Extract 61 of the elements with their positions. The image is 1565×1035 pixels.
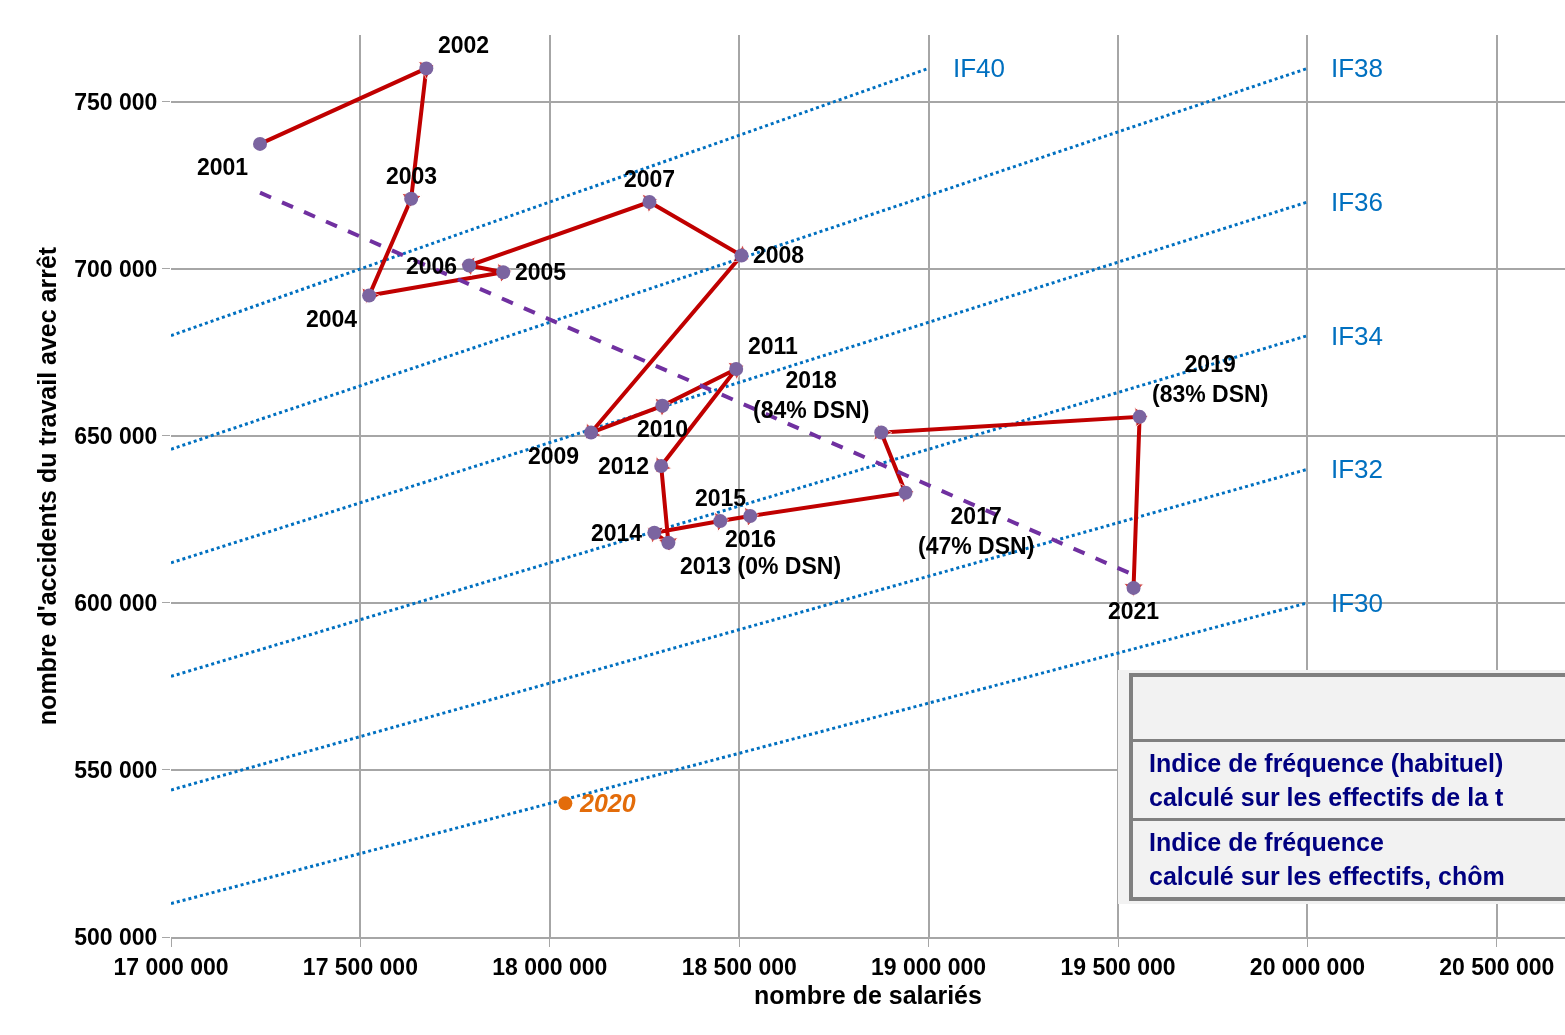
x-tick-label: 17 000 000: [113, 953, 229, 980]
annotation: Indice de fréquence (habituel): [1149, 749, 1504, 777]
point: [729, 362, 744, 377]
x-tick-label: 20 000 000: [1249, 953, 1365, 980]
point: [253, 136, 268, 151]
x-tick-label: 19 500 000: [1060, 953, 1176, 980]
y-tick-label: 650 000: [74, 422, 158, 449]
annotation: 2013 (0% DSN): [680, 553, 842, 579]
point: [362, 288, 377, 303]
y-tick-label: 750 000: [74, 88, 158, 115]
x-tick-label: 19 000 000: [871, 953, 987, 980]
point: [1132, 409, 1147, 424]
point: [734, 248, 749, 263]
series-label: IF30: [1331, 588, 1384, 618]
point: [419, 61, 434, 76]
x-tick-label: 20 500 000: [1439, 953, 1555, 980]
annotation: 2007: [624, 166, 676, 192]
annotation: 2001: [197, 154, 249, 180]
annotation: 2015: [695, 485, 747, 511]
y-tick-label: 550 000: [74, 757, 158, 784]
point: [462, 258, 477, 273]
point: [496, 265, 511, 280]
x-tick-label: 18 500 000: [681, 953, 797, 980]
annotation: 2002: [438, 32, 490, 58]
annotation: 2009: [528, 443, 580, 469]
annotation: 2017 (47% DSN): [918, 503, 1035, 559]
annotation: 2006: [406, 253, 458, 279]
annotation: 2016: [725, 526, 777, 552]
point: [898, 485, 913, 500]
series-label: IF32: [1331, 454, 1384, 484]
annotation: 2004: [306, 306, 358, 332]
x-tick-label: 18 000 000: [492, 953, 608, 980]
y-tick-label: 600 000: [74, 589, 158, 616]
annotation: calculé sur les effectifs de la t: [1149, 783, 1504, 811]
annotation: calculé sur les effectifs, chôm: [1149, 862, 1505, 890]
annotation: 2010: [637, 416, 689, 442]
point: [874, 425, 889, 440]
y-tick-label: 500 000: [74, 924, 158, 951]
point: [661, 535, 676, 550]
annotation: Indice de fréquence: [1149, 828, 1384, 856]
point: [655, 398, 670, 413]
annotation: 2014: [591, 520, 643, 546]
point: [558, 796, 573, 811]
point: [647, 525, 662, 540]
annotation: 2008: [753, 242, 805, 268]
annotation: 2011: [748, 333, 799, 359]
annotation: 2005: [515, 259, 567, 285]
annotation: 2012: [598, 453, 650, 479]
series-label: 2020: [579, 789, 636, 817]
y-axis-title: nombre d'accidents du travail avec arrêt: [33, 246, 62, 726]
point: [654, 458, 669, 473]
annotation: 2018 (84% DSN): [753, 367, 870, 423]
series-label: IF34: [1331, 321, 1384, 351]
x-tick-label: 17 500 000: [302, 953, 418, 980]
series-label: IF40: [953, 53, 1006, 83]
x-axis-title: nombre de salariés: [754, 981, 982, 1010]
annotation: 2021: [1108, 598, 1160, 624]
series-label: IF36: [1331, 187, 1384, 217]
point: [642, 195, 657, 210]
y-tick-label: 700 000: [74, 255, 158, 282]
series-label: IF38: [1331, 53, 1384, 83]
